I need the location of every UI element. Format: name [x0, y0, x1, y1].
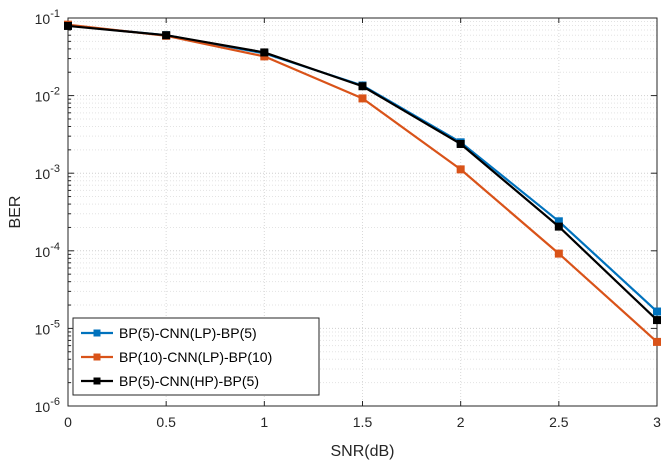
- x-tick-label: 1: [260, 414, 268, 430]
- series-lines: [64, 20, 661, 346]
- series-marker-2: [554, 249, 563, 258]
- legend-marker-3: [93, 377, 101, 385]
- legend: BP(5)-CNN(LP)-BP(5) BP(10)-CNN(LP)-BP(10)…: [72, 317, 320, 396]
- y-tick-label: 10-4: [35, 241, 60, 260]
- legend-marker-1: [93, 329, 101, 337]
- x-tick-label: 3: [653, 414, 661, 430]
- x-tick-label: 1.5: [353, 414, 373, 430]
- legend-box: [72, 317, 320, 396]
- legend-marker-2: [93, 353, 101, 361]
- series-marker-3: [260, 48, 269, 57]
- series-marker-3: [554, 222, 563, 231]
- y-tick-label: 10-1: [35, 8, 60, 27]
- legend-label-2: BP(10)-CNN(LP)-BP(10): [119, 349, 272, 365]
- y-tick-label: 10-5: [35, 318, 60, 337]
- series-marker-2: [653, 337, 661, 346]
- series-marker-3: [162, 31, 171, 40]
- x-tick-label: 2: [457, 414, 465, 430]
- x-axis-label: SNR(dB): [330, 443, 394, 460]
- series-marker-2: [456, 165, 465, 174]
- ticks: 0 0.5 1 1.5 2 2.5 3 10-1 10-2 10-3 10-4 10-5 10-6: [35, 8, 661, 430]
- y-tick-label: 10-2: [35, 86, 60, 105]
- series-marker-3: [358, 82, 367, 91]
- x-tick-label: 0.5: [156, 414, 176, 430]
- y-tick-label: 10-6: [35, 396, 60, 415]
- legend-label-1: BP(5)-CNN(LP)-BP(5): [119, 325, 257, 341]
- y-tick-label: 10-3: [35, 163, 60, 182]
- x-tick-label: 0: [64, 414, 72, 430]
- series-marker-1: [653, 307, 661, 316]
- series-marker-3: [653, 316, 661, 325]
- y-axis-label: BER: [7, 196, 24, 229]
- legend-label-3: BP(5)-CNN(HP)-BP(5): [119, 373, 259, 389]
- series-marker-3: [64, 21, 72, 30]
- series-marker-2: [358, 94, 367, 103]
- x-tick-label: 2.5: [549, 414, 569, 430]
- series-marker-3: [456, 139, 465, 148]
